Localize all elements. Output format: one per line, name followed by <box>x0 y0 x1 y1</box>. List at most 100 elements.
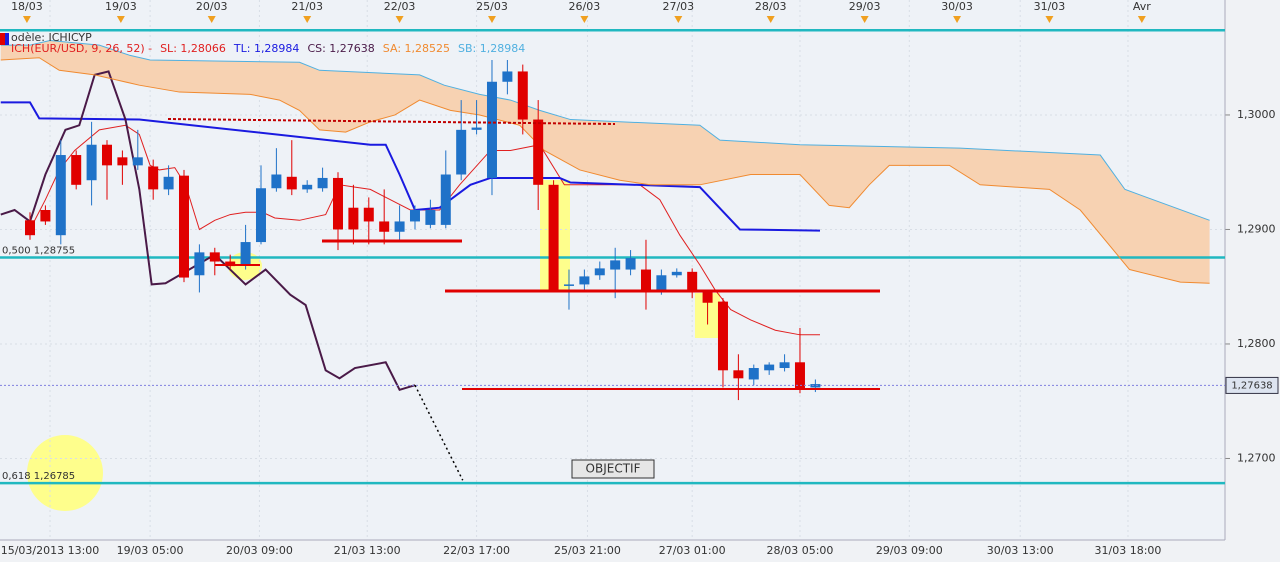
last-price-box <box>1225 376 1279 394</box>
candle-body <box>687 271 698 293</box>
drawing-layer: OBJECTIF odèle: ICHICYP ICH(EUR/USD, 9, … <box>0 31 880 479</box>
date-tick-label: 18/03 <box>11 0 43 13</box>
legend-indicator: ICH(EUR/USD, 9, 26, 52) - <box>11 42 152 55</box>
date-tick-label: 19/03 <box>105 0 137 13</box>
date-tick <box>953 16 962 23</box>
x-tick-label: 21/03 13:00 <box>334 544 401 557</box>
candle-body <box>394 221 405 232</box>
candle-body <box>594 268 605 276</box>
date-tick-label: 31/03 <box>1034 0 1066 13</box>
candle-body <box>348 207 359 230</box>
x-tick-label: 30/03 13:00 <box>987 544 1054 557</box>
x-tick-label: 15/03/2013 13:00 <box>1 544 100 557</box>
x-tick-label: 31/03 18:00 <box>1095 544 1162 557</box>
x-tick-label: 20/03 09:00 <box>226 544 293 557</box>
candle-body <box>748 368 759 380</box>
candle-body <box>209 252 220 262</box>
candle-body <box>671 271 682 276</box>
date-tick-label: 26/03 <box>569 0 601 13</box>
date-tick-label: 25/03 <box>476 0 508 13</box>
x-tick-label: 29/03 09:00 <box>876 544 943 557</box>
candle-body <box>625 258 636 270</box>
y-tick-label: 1,2900 <box>1237 222 1276 235</box>
candle-body <box>656 275 667 291</box>
date-tick <box>860 16 869 23</box>
date-tick-label: 27/03 <box>662 0 694 13</box>
y-tick-label: 1,2700 <box>1237 451 1276 464</box>
date-tick <box>1137 16 1146 23</box>
date-tick-label: Avr <box>1133 0 1151 13</box>
candle-body <box>471 127 482 130</box>
candle-body <box>132 157 143 166</box>
candle-body <box>332 177 343 230</box>
candle-body <box>640 269 651 291</box>
candle-body <box>502 71 513 82</box>
candle-body <box>271 174 282 189</box>
legend-entry: SL: 1,28066 <box>160 42 226 55</box>
candle-body <box>286 176 297 190</box>
annotation: OBJECTIF <box>586 462 641 476</box>
indicator-line <box>0 40 1210 221</box>
candle-body <box>148 166 159 190</box>
date-tick <box>1045 16 1054 23</box>
indicator-line <box>29 124 820 336</box>
date-tick <box>22 16 31 23</box>
legend-icon <box>5 33 9 45</box>
candle-body <box>764 364 775 371</box>
candle-body <box>440 174 451 225</box>
date-tick-label: 29/03 <box>849 0 881 13</box>
candle-body <box>579 276 590 285</box>
candle-body <box>178 175 189 278</box>
date-tick-label: 21/03 <box>291 0 323 13</box>
x-tick-label: 25/03 21:00 <box>554 544 621 557</box>
candle-body <box>810 384 821 388</box>
date-tick-label: 20/03 <box>196 0 228 13</box>
highlight-circle <box>27 435 103 511</box>
indicator-line <box>0 101 821 232</box>
candle-body <box>240 242 251 265</box>
candle-body <box>717 301 728 371</box>
x-tick-label: 19/03 05:00 <box>117 544 184 557</box>
cloud <box>0 40 1210 284</box>
candle-body <box>379 221 390 232</box>
date-tick-label: 22/03 <box>384 0 416 13</box>
y-tick-label: 1,2800 <box>1237 337 1276 350</box>
candle-body <box>610 260 621 270</box>
candle-body <box>302 184 313 190</box>
candle-body <box>456 129 467 175</box>
candle-body <box>24 220 35 236</box>
legend-icon <box>0 33 5 45</box>
date-tick <box>580 16 589 23</box>
legend-entry: SA: 1,28525 <box>383 42 450 55</box>
x-tick-label: 27/03 01:00 <box>659 544 726 557</box>
candle-body <box>517 71 528 120</box>
candle-body <box>194 252 205 276</box>
model-label: odèle: ICHICYP <box>11 31 92 44</box>
resistance-line <box>167 118 616 125</box>
date-tick-label: 30/03 <box>941 0 973 13</box>
candle-body <box>225 261 236 267</box>
candle-body <box>563 284 574 286</box>
candle-body <box>486 81 497 178</box>
candle-body <box>163 176 174 190</box>
candle-body <box>117 157 128 166</box>
date-tick <box>395 16 404 23</box>
x-tick-label: 22/03 17:00 <box>443 544 510 557</box>
date-tick <box>487 16 496 23</box>
candle-body <box>702 292 713 303</box>
candle-body <box>101 144 112 166</box>
fib-level-label: 0,500 1,28755 <box>2 246 75 257</box>
candle-body <box>363 207 374 222</box>
date-tick <box>116 16 125 23</box>
fib-level-label: 0,618 1,26785 <box>2 471 75 482</box>
date-tick-label: 28/03 <box>755 0 787 13</box>
indicator-line <box>0 57 1210 284</box>
y-tick-label: 1,3000 <box>1237 108 1276 121</box>
candle-body <box>733 370 744 379</box>
legend-entry: CS: 1,27638 <box>307 42 374 55</box>
date-tick <box>674 16 683 23</box>
candle-body <box>425 210 436 225</box>
legend-entry: TL: 1,28984 <box>233 42 300 55</box>
candle-body <box>255 188 266 243</box>
